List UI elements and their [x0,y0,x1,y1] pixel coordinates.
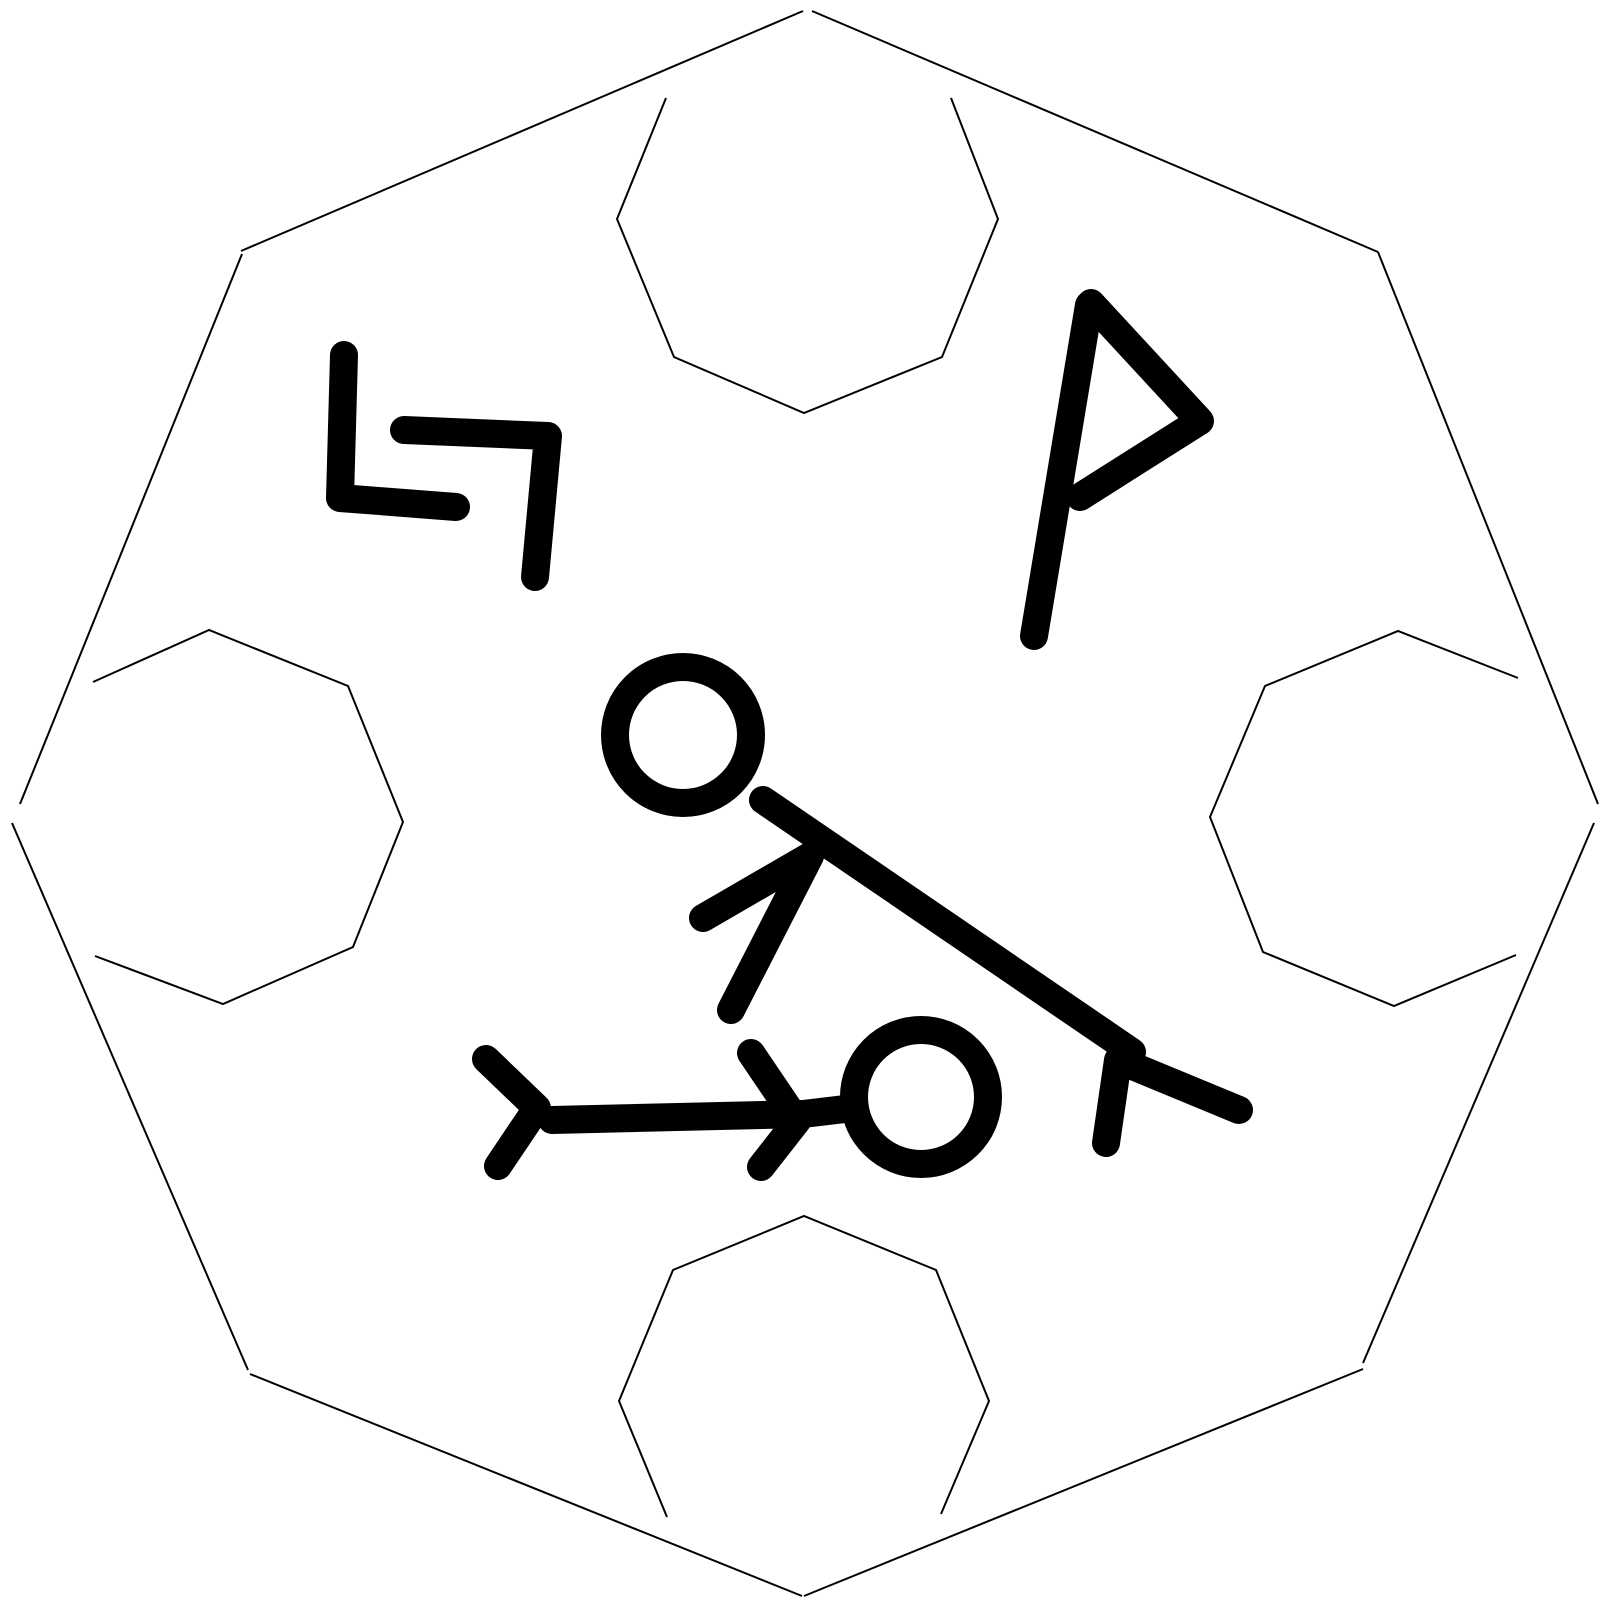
figure-neck-2 [789,1095,859,1128]
figure-arm-1 [689,842,824,1024]
figure-leg-1 [1092,1046,1253,1157]
figure-body-1 [749,786,1146,1066]
figure-arm-2 [737,1039,811,1181]
stick-figure-horizontal [472,1016,1002,1181]
figure-head-1 [601,653,765,817]
octagon-top [615,97,1000,415]
outer-decagon-frame [11,10,1599,1597]
figure-head-2 [840,1016,1002,1178]
square-spiral-glyph [326,341,562,591]
flag-glyph [1020,289,1214,650]
stick-figure-diagonal [601,653,1253,1157]
figure-leg-2 [472,1045,551,1180]
figure-body-2 [538,1100,817,1134]
octagon-bottom [617,1214,991,1518]
octagon-right [1208,629,1519,1008]
octagon-left [92,628,405,1006]
